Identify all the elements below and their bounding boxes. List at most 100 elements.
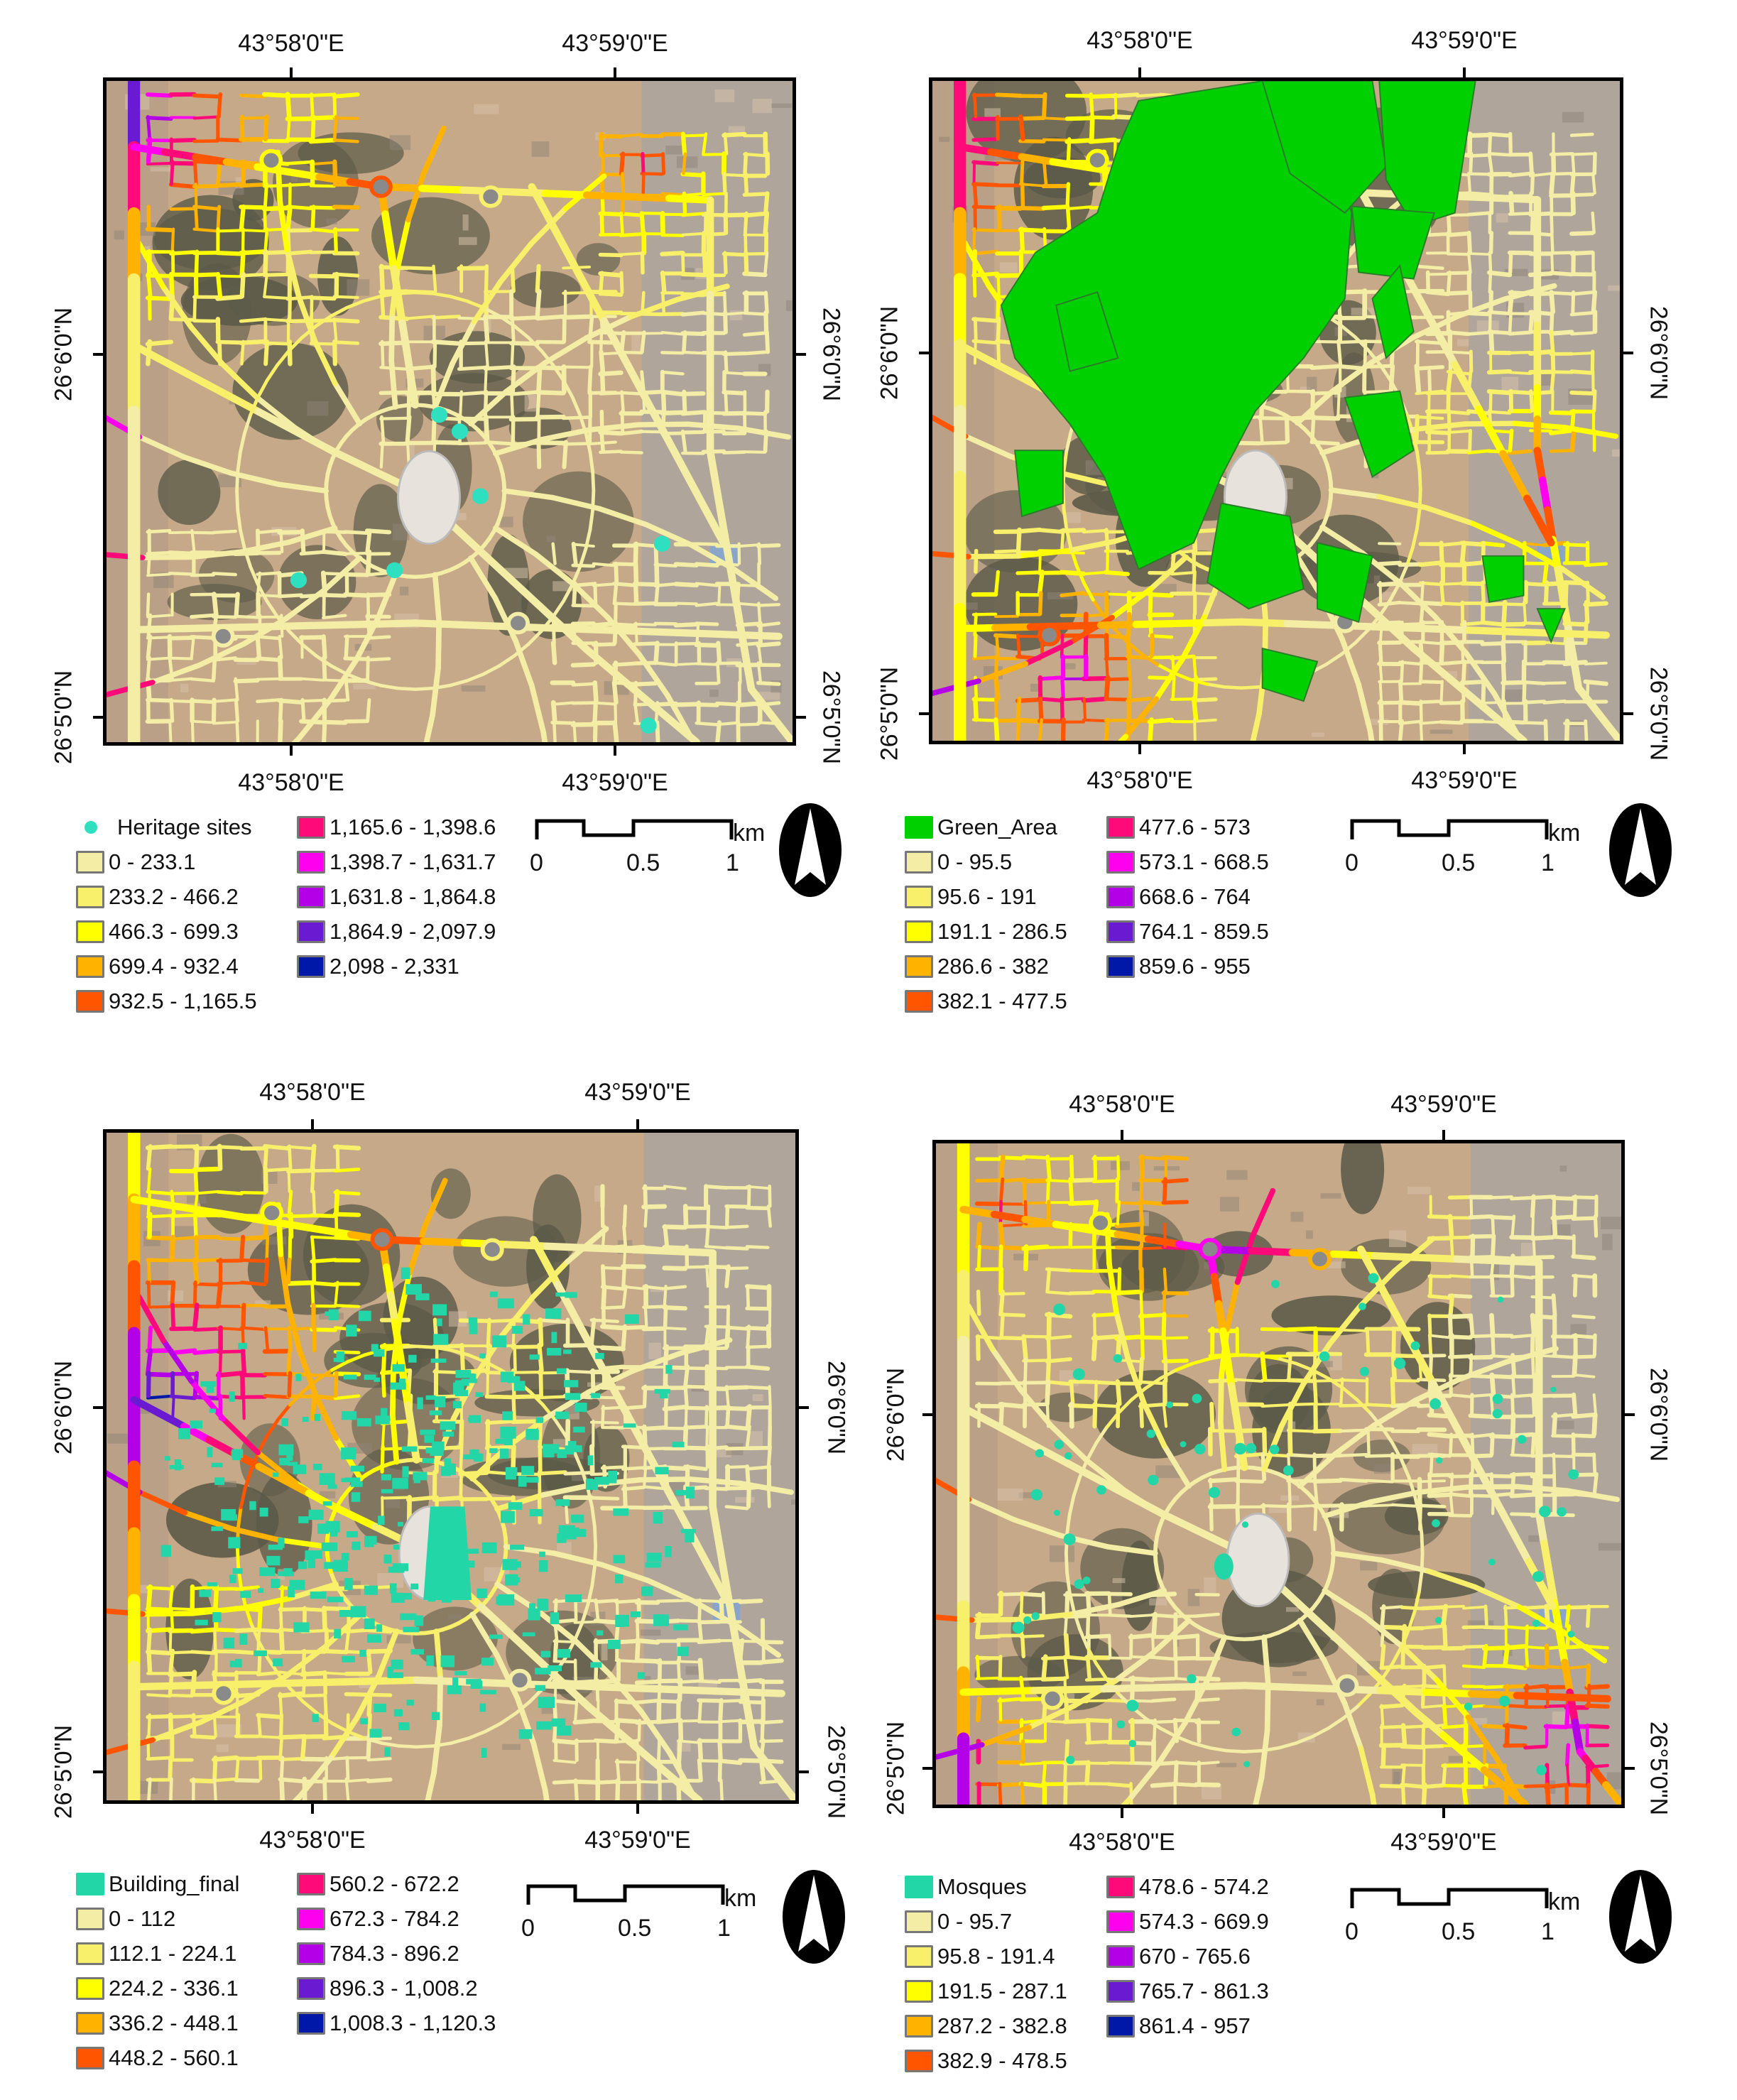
building-polygon[interactable] bbox=[328, 1309, 339, 1321]
building-polygon[interactable] bbox=[506, 1577, 521, 1583]
building-polygon[interactable] bbox=[228, 1537, 241, 1549]
mosque-marker[interactable] bbox=[1567, 1631, 1575, 1638]
building-polygon[interactable] bbox=[298, 1561, 307, 1569]
building-polygon[interactable] bbox=[199, 1589, 212, 1597]
building-polygon[interactable] bbox=[574, 1445, 582, 1452]
building-polygon[interactable] bbox=[298, 1516, 309, 1523]
mosque-marker[interactable] bbox=[1435, 1457, 1443, 1464]
building-polygon[interactable] bbox=[381, 1474, 392, 1481]
building-polygon[interactable] bbox=[473, 1453, 484, 1462]
building-polygon[interactable] bbox=[454, 1380, 469, 1386]
building-polygon[interactable] bbox=[434, 1396, 446, 1408]
mosque-marker[interactable] bbox=[1072, 1368, 1085, 1381]
building-polygon[interactable] bbox=[393, 1709, 403, 1717]
building-polygon[interactable] bbox=[391, 1659, 403, 1670]
building-polygon[interactable] bbox=[445, 1463, 456, 1475]
building-polygon[interactable] bbox=[341, 1478, 351, 1482]
building-polygon[interactable] bbox=[414, 1615, 424, 1626]
building-polygon[interactable] bbox=[677, 1646, 690, 1656]
building-polygon[interactable] bbox=[402, 1466, 409, 1478]
building-polygon[interactable] bbox=[207, 1447, 213, 1457]
building-polygon[interactable] bbox=[500, 1426, 516, 1439]
building-polygon[interactable] bbox=[383, 1555, 392, 1564]
building-polygon[interactable] bbox=[430, 1449, 444, 1457]
mosque-marker[interactable] bbox=[1393, 1357, 1406, 1369]
mosque-marker[interactable] bbox=[1064, 1452, 1072, 1460]
mosque-marker[interactable] bbox=[1492, 1393, 1503, 1404]
green-area-polygon[interactable] bbox=[1317, 542, 1373, 623]
mosque-marker[interactable] bbox=[1234, 1442, 1246, 1455]
building-polygon[interactable] bbox=[461, 1378, 478, 1383]
mosque-marker[interactable] bbox=[1063, 1533, 1076, 1545]
building-polygon[interactable] bbox=[410, 1649, 424, 1655]
building-polygon[interactable] bbox=[423, 1506, 472, 1600]
building-polygon[interactable] bbox=[470, 1680, 483, 1689]
building-polygon[interactable] bbox=[408, 1354, 417, 1363]
mosque-marker[interactable] bbox=[1054, 1440, 1064, 1449]
building-polygon[interactable] bbox=[536, 1721, 552, 1730]
map-frame[interactable] bbox=[103, 77, 796, 746]
building-polygon[interactable] bbox=[432, 1441, 445, 1452]
mosque-marker[interactable] bbox=[1246, 1442, 1257, 1454]
building-polygon[interactable] bbox=[232, 1452, 241, 1461]
building-polygon[interactable] bbox=[501, 1511, 515, 1523]
mosque-marker[interactable] bbox=[1269, 1445, 1280, 1454]
building-polygon[interactable] bbox=[211, 1526, 224, 1531]
building-polygon[interactable] bbox=[424, 1435, 435, 1443]
green-area-polygon[interactable] bbox=[1481, 555, 1525, 604]
building-polygon[interactable] bbox=[638, 1672, 646, 1679]
building-polygon[interactable] bbox=[481, 1542, 497, 1554]
mosque-marker[interactable] bbox=[1410, 1341, 1420, 1351]
building-polygon[interactable] bbox=[400, 1613, 417, 1621]
mosque-marker[interactable] bbox=[1166, 1401, 1174, 1408]
building-polygon[interactable] bbox=[646, 1552, 662, 1562]
mosque-marker[interactable] bbox=[1358, 1302, 1366, 1310]
mosque-marker[interactable] bbox=[1126, 1699, 1139, 1712]
mosque-marker[interactable] bbox=[1053, 1509, 1060, 1516]
mosque-marker[interactable] bbox=[1359, 1366, 1370, 1376]
building-polygon[interactable] bbox=[547, 1348, 562, 1356]
mosque-marker[interactable] bbox=[1128, 1739, 1137, 1748]
mosque-marker[interactable] bbox=[1031, 1612, 1040, 1621]
building-polygon[interactable] bbox=[673, 1624, 688, 1631]
building-polygon[interactable] bbox=[467, 1417, 478, 1422]
building-polygon[interactable] bbox=[510, 1545, 525, 1550]
mosque-marker[interactable] bbox=[1148, 1474, 1159, 1486]
map-frame[interactable] bbox=[103, 1129, 799, 1804]
building-polygon[interactable] bbox=[288, 1462, 298, 1467]
building-polygon[interactable] bbox=[344, 1477, 361, 1483]
mosque-marker[interactable] bbox=[1030, 1489, 1043, 1501]
building-polygon[interactable] bbox=[551, 1718, 566, 1727]
building-polygon[interactable] bbox=[211, 1462, 223, 1467]
building-polygon[interactable] bbox=[392, 1563, 409, 1572]
heritage-site-marker[interactable] bbox=[290, 572, 307, 589]
mosque-marker[interactable] bbox=[1270, 1280, 1280, 1288]
building-polygon[interactable] bbox=[665, 1545, 672, 1557]
map-canvas[interactable] bbox=[107, 81, 793, 742]
building-polygon[interactable] bbox=[371, 1344, 379, 1352]
building-polygon[interactable] bbox=[406, 1699, 414, 1706]
building-polygon[interactable] bbox=[529, 1354, 540, 1360]
building-polygon[interactable] bbox=[390, 1382, 406, 1390]
building-polygon[interactable] bbox=[206, 1381, 214, 1393]
building-polygon[interactable] bbox=[330, 1528, 338, 1537]
building-polygon[interactable] bbox=[413, 1471, 428, 1481]
mosque-marker[interactable] bbox=[1517, 1435, 1527, 1444]
building-polygon[interactable] bbox=[387, 1666, 394, 1678]
mosque-marker[interactable] bbox=[1430, 1398, 1442, 1410]
building-polygon[interactable] bbox=[266, 1555, 281, 1566]
building-polygon[interactable] bbox=[366, 1634, 381, 1643]
building-polygon[interactable] bbox=[364, 1585, 379, 1595]
building-polygon[interactable] bbox=[417, 1397, 423, 1410]
building-polygon[interactable] bbox=[502, 1411, 513, 1420]
building-polygon[interactable] bbox=[545, 1308, 562, 1319]
building-polygon[interactable] bbox=[389, 1583, 397, 1594]
building-polygon[interactable] bbox=[249, 1501, 256, 1511]
building-polygon[interactable] bbox=[425, 1395, 436, 1400]
building-polygon[interactable] bbox=[405, 1284, 422, 1295]
building-polygon[interactable] bbox=[540, 1650, 551, 1658]
building-polygon[interactable] bbox=[481, 1658, 494, 1666]
mosque-marker[interactable] bbox=[1187, 1674, 1197, 1684]
building-polygon[interactable] bbox=[518, 1729, 533, 1739]
building-polygon[interactable] bbox=[496, 1596, 504, 1605]
